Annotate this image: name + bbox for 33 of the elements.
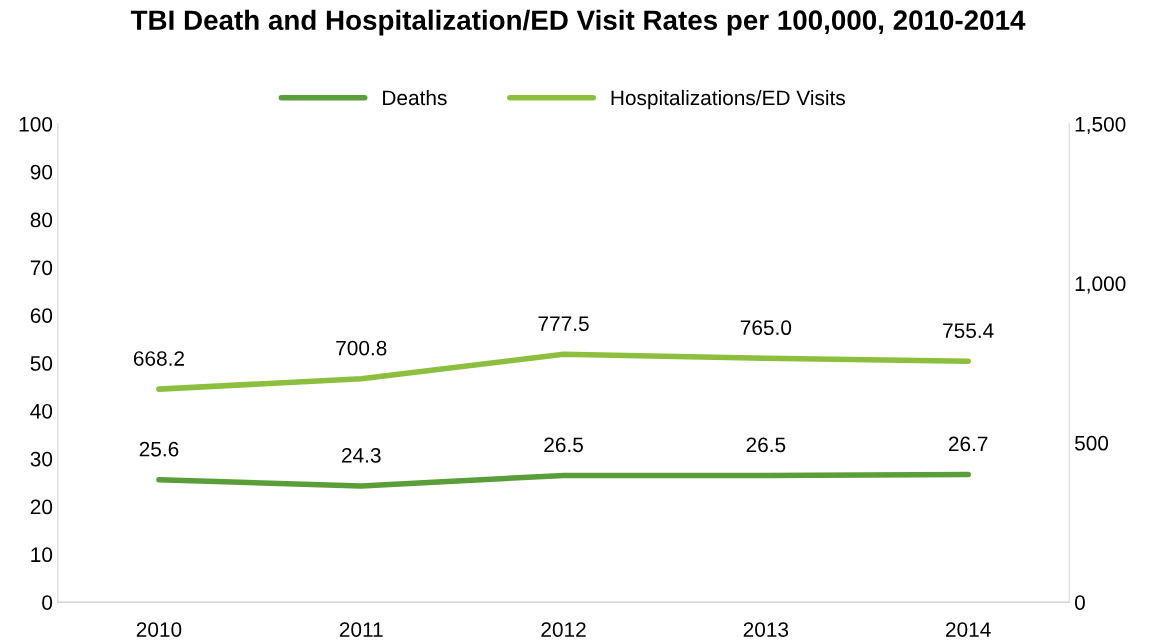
y-tick-label: 80 <box>30 212 53 228</box>
y-tick-label: 70 <box>30 260 53 276</box>
y-tick-label: 30 <box>30 451 53 467</box>
x-tick-label: 2011 <box>339 622 383 637</box>
y-tick-label: 60 <box>30 308 53 323</box>
data-label: 765.0 <box>740 320 792 336</box>
y-tick-label: 90 <box>30 164 53 180</box>
y2-tick-label: 500 <box>1074 435 1109 451</box>
data-label: 26.5 <box>746 437 786 453</box>
data-label: 25.6 <box>139 441 179 457</box>
legend-label: Deaths <box>383 89 447 106</box>
y-tick-label: 40 <box>30 403 53 419</box>
x-tick-label: 2013 <box>743 622 789 637</box>
x-tick-label: 2012 <box>541 622 586 637</box>
data-label: 26.7 <box>948 436 988 452</box>
y-tick-label: 50 <box>30 356 53 371</box>
y-tick-label: 100 <box>19 116 53 132</box>
y-tick-label: 10 <box>31 547 53 563</box>
data-label: 24.3 <box>342 447 381 463</box>
x-tick-label: 2010 <box>136 622 182 637</box>
data-label: 777.5 <box>538 316 589 332</box>
data-label: 755.4 <box>943 323 994 339</box>
x-tick-label: 2014 <box>946 622 991 637</box>
y-tick-label: 20 <box>30 499 53 515</box>
y2-tick-label: 1,500 <box>1075 116 1126 135</box>
data-label: 26.5 <box>544 437 583 453</box>
legend-label: Hospitalizations/ED Visits <box>611 89 845 110</box>
y-tick-label: 0 <box>42 595 53 610</box>
chart-title: TBI Death and Hospitalization/ED Visit Rates per 100,000, 2010-2014 <box>130 9 1026 36</box>
data-label: 700.8 <box>336 340 387 356</box>
data-label: 668.2 <box>133 351 184 366</box>
y2-tick-label: 1,000 <box>1075 276 1126 294</box>
y2-tick-label: 0 <box>1074 595 1085 610</box>
